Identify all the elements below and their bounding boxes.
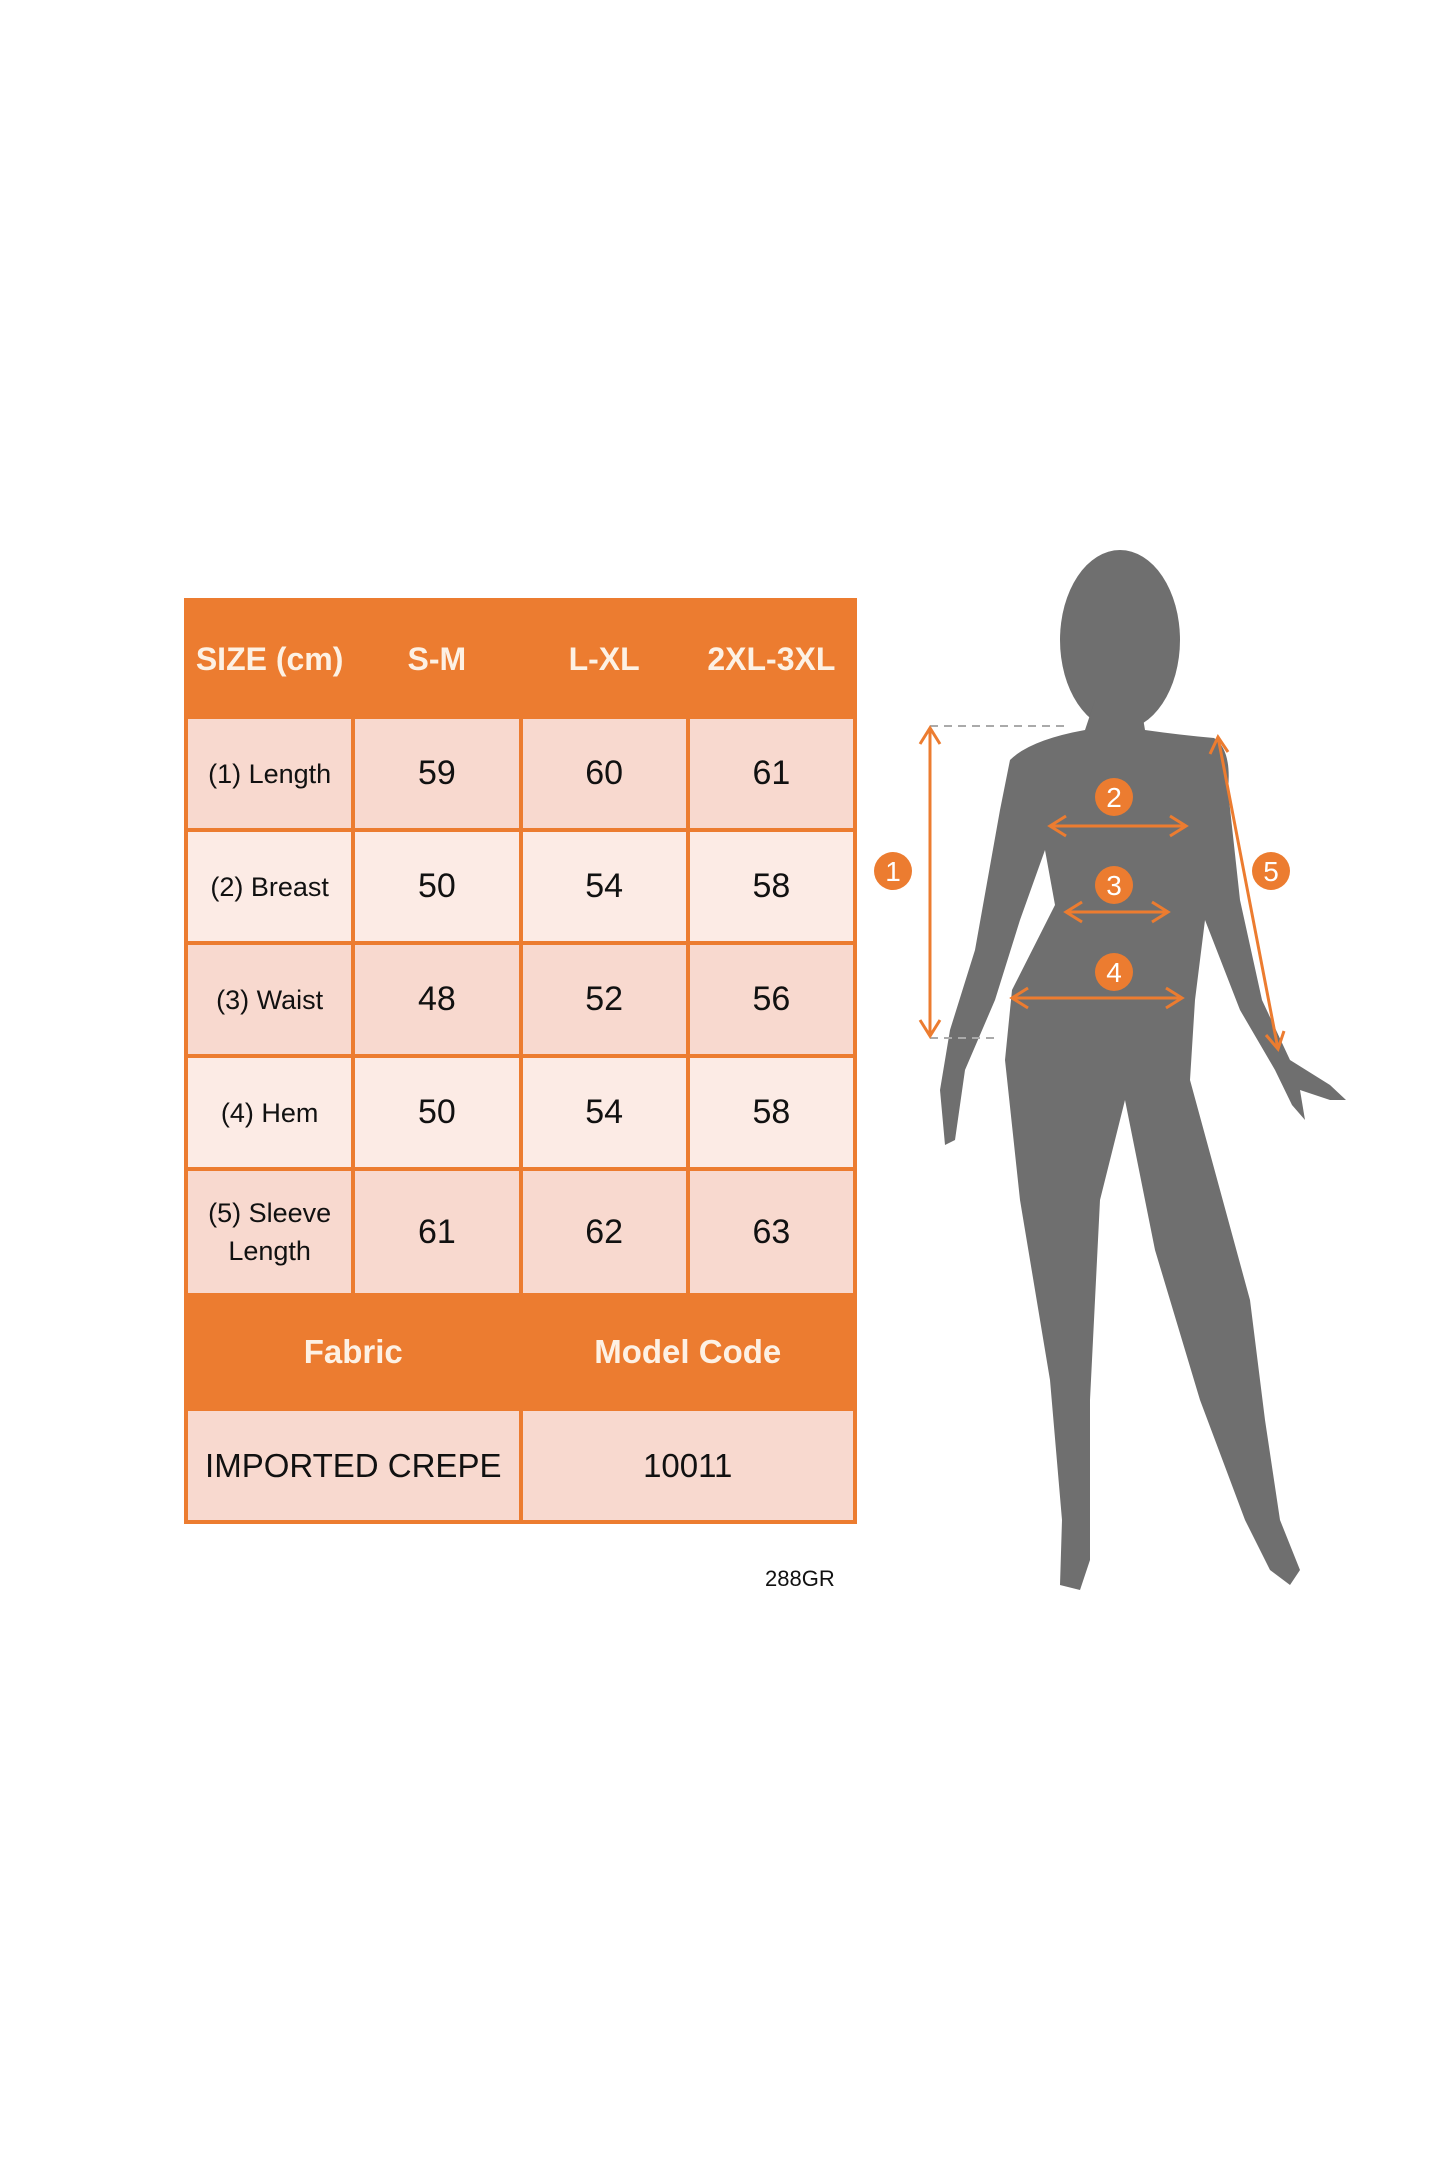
row-label: (3) Waist: [183, 941, 356, 1058]
header-model-code: Model Code: [518, 1293, 857, 1411]
svg-text:2: 2: [1106, 782, 1122, 813]
body-silhouette: [940, 550, 1346, 1590]
header-2xl-3xl: 2XL-3XL: [685, 598, 858, 719]
marker-4: 4: [1095, 953, 1133, 991]
row-label: (5) Sleeve Length: [183, 1167, 356, 1297]
info-header-row: Fabric Model Code: [184, 1293, 857, 1411]
cell-value: 48: [351, 941, 523, 1058]
cell-value: 56: [685, 941, 858, 1058]
arrow-breast: [1047, 814, 1189, 838]
cell-value: 61: [685, 715, 858, 832]
cell-value: 50: [351, 1054, 523, 1171]
table-row: (4) Hem 50 54 58: [183, 1054, 858, 1171]
svg-text:1: 1: [885, 856, 901, 887]
measurement-arrows: [918, 725, 1286, 1052]
cell-value: 50: [351, 828, 523, 945]
table-row: (1) Length 59 60 61: [183, 715, 858, 832]
header-fabric: Fabric: [184, 1293, 523, 1411]
marker-1: 1: [874, 852, 912, 890]
table-row: (3) Waist 48 52 56: [183, 941, 858, 1058]
info-row: IMPORTED CREPE 10011: [184, 1407, 857, 1524]
cell-value: 58: [685, 828, 858, 945]
row-label: (1) Length: [183, 715, 356, 832]
cell-value: 58: [685, 1054, 858, 1171]
cell-value: 60: [518, 715, 690, 832]
cell-value: 63: [685, 1167, 858, 1297]
arrow-waist: [1063, 900, 1171, 924]
table-row: (5) Sleeve Length 61 62 63: [183, 1167, 858, 1297]
marker-3: 3: [1095, 866, 1133, 904]
size-chart-table: SIZE (cm) S-M L-XL 2XL-3XL (1) Length 59…: [183, 598, 858, 1524]
table-row: (2) Breast 50 54 58: [183, 828, 858, 945]
arrow-sleeve: [1208, 733, 1286, 1052]
cell-value: 54: [518, 1054, 690, 1171]
row-label: (4) Hem: [183, 1054, 356, 1171]
guide-lines: [930, 725, 1070, 1039]
product-code: 288GR: [765, 1566, 835, 1591]
svg-text:5: 5: [1263, 856, 1279, 887]
header-size: SIZE (cm): [183, 598, 356, 719]
header-l-xl: L-XL: [518, 598, 690, 719]
cell-value: 54: [518, 828, 690, 945]
svg-text:4: 4: [1106, 957, 1122, 988]
cell-value: 52: [518, 941, 690, 1058]
model-code-value: 10011: [518, 1407, 857, 1524]
svg-text:3: 3: [1106, 870, 1122, 901]
header-s-m: S-M: [351, 598, 523, 719]
arrow-length: [918, 725, 942, 1039]
cell-value: 61: [351, 1167, 523, 1297]
cell-value: 59: [351, 715, 523, 832]
marker-2: 2: [1095, 778, 1133, 816]
arrow-hem: [1009, 986, 1185, 1010]
row-label: (2) Breast: [183, 828, 356, 945]
fabric-value: IMPORTED CREPE: [184, 1407, 523, 1524]
marker-5: 5: [1252, 852, 1290, 890]
cell-value: 62: [518, 1167, 690, 1297]
header-row: SIZE (cm) S-M L-XL 2XL-3XL: [183, 598, 858, 719]
